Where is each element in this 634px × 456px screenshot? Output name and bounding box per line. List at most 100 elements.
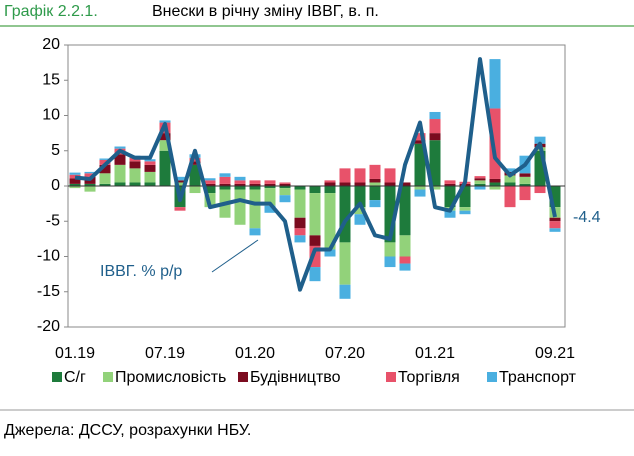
y-tick-label: 5 <box>51 142 60 159</box>
bar-segment <box>309 193 321 236</box>
bar-segment <box>249 183 261 186</box>
legend-label: Торгівля <box>398 369 460 386</box>
bar-segment <box>489 178 501 183</box>
bar-segment <box>99 183 111 186</box>
bar-segment <box>414 140 426 144</box>
legend-swatch <box>386 372 396 382</box>
bar-segment <box>219 173 231 177</box>
bar-segment <box>429 119 441 134</box>
bar-segment <box>294 228 306 236</box>
bar-segment <box>219 186 231 190</box>
bar-segment <box>309 186 321 194</box>
bar-segment <box>204 178 216 181</box>
bar-segment <box>324 186 336 194</box>
bar-segment <box>549 228 561 232</box>
bar-segment <box>114 154 126 165</box>
bar-segment <box>84 173 96 177</box>
bar-segment <box>489 59 501 109</box>
bar-segment <box>324 180 336 183</box>
bar-segment <box>414 143 426 186</box>
bar-segment <box>549 221 561 229</box>
chart-title: Внески в річну зміну ІВВГ, в. п. <box>152 3 379 20</box>
bar-segment <box>249 186 261 190</box>
bar-segment <box>174 176 186 181</box>
bar-segment <box>399 256 411 264</box>
bar-segment <box>384 186 396 243</box>
bar-segment <box>129 161 141 169</box>
y-tick-label: 20 <box>42 36 60 53</box>
y-tick-label: 10 <box>42 107 60 124</box>
bar-segment <box>369 182 381 186</box>
bar-segment <box>159 140 171 151</box>
bar-segment <box>279 195 291 203</box>
x-tick-label: 07.20 <box>325 345 365 362</box>
bar-segment <box>504 175 516 183</box>
bar-segment <box>369 164 381 179</box>
bar-segment <box>144 182 156 186</box>
bar-segment <box>279 183 291 186</box>
bar-segment <box>504 182 516 186</box>
bar-segment <box>264 180 276 184</box>
bar-segment <box>549 186 561 208</box>
bar-segment <box>489 108 501 179</box>
bar-segment <box>174 182 186 186</box>
bar-segment <box>204 183 216 186</box>
bar-segment <box>189 161 201 165</box>
bar-segment <box>234 186 246 190</box>
leader <box>211 239 259 273</box>
bar-segment <box>324 182 336 186</box>
bar-segment <box>534 186 546 194</box>
bar-segment <box>399 263 411 271</box>
bar-segment <box>279 186 291 189</box>
bar-segment <box>69 186 81 189</box>
bar-segment <box>294 235 306 243</box>
bar-segment <box>309 235 321 246</box>
bar-segment <box>429 111 441 120</box>
bar-segment <box>444 180 456 184</box>
bar-segment <box>114 182 126 186</box>
bar-segment <box>189 164 201 186</box>
bar-segment <box>69 178 81 184</box>
legend-label: Транспорт <box>499 369 577 386</box>
bar-segment <box>264 186 276 189</box>
bar-segment <box>309 245 321 268</box>
bar-segment <box>459 186 471 208</box>
bar-segment <box>459 207 471 211</box>
bar-segment <box>354 182 366 186</box>
bar-segment <box>459 210 471 215</box>
line-label: ІВВГ. % р/р <box>100 263 182 280</box>
bar-segment <box>384 256 396 268</box>
bar-segment <box>519 173 531 177</box>
bar-segment <box>159 150 171 186</box>
legend-swatch <box>103 372 113 382</box>
bar-segment <box>444 183 456 186</box>
bar-segment <box>219 176 231 184</box>
bar-segment <box>234 180 246 184</box>
x-tick-label: 01.19 <box>55 345 95 362</box>
bar-segment <box>474 186 486 190</box>
bar-segment <box>144 171 156 183</box>
bar-segment <box>84 171 96 174</box>
y-tick-label: -20 <box>37 318 60 335</box>
bar-segment <box>144 164 156 172</box>
bar-segment <box>414 133 426 141</box>
figure-label: Графік 2.2.1. <box>4 3 98 20</box>
bar-segment <box>384 242 396 257</box>
bar-segment <box>429 186 441 190</box>
bar-segment <box>144 161 156 165</box>
bar-segment <box>384 168 396 183</box>
bar-segment <box>414 186 426 190</box>
bar-segment <box>474 180 486 184</box>
bar-segment <box>144 159 156 162</box>
bar-segment <box>99 164 111 174</box>
y-tick-label: -15 <box>37 283 60 300</box>
bar-segment <box>264 188 276 206</box>
bar-segment <box>249 180 261 184</box>
x-tick-label: 07.19 <box>145 345 185 362</box>
bar-segment <box>549 217 561 222</box>
bar-segment <box>489 182 501 186</box>
legend-label: С/г <box>64 369 86 386</box>
bar-segment <box>429 133 441 141</box>
bar-segment <box>384 182 396 186</box>
bar-segment <box>129 168 141 183</box>
